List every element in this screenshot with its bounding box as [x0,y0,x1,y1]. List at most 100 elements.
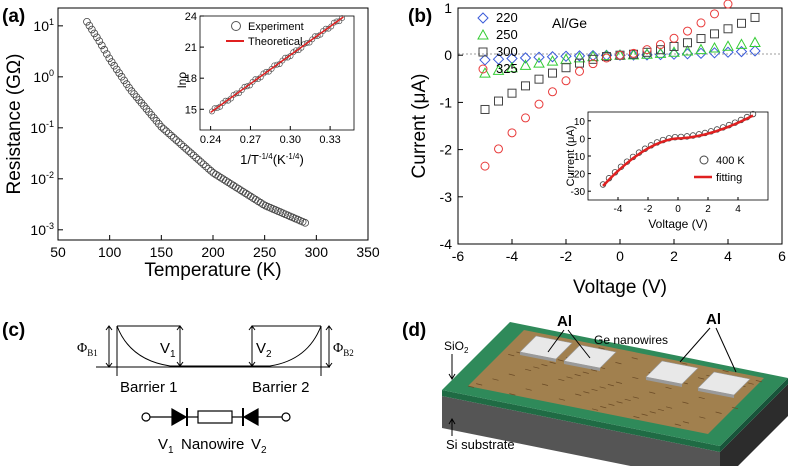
panel-a-y-tick-label: 10-1 [30,119,54,136]
al-left-label: Al [557,313,572,330]
al-right-pointer-2 [715,327,737,373]
si-substrate-front [442,396,720,466]
panel-b-series-250-point [546,55,559,66]
panel-b-series-250-point [506,61,518,73]
panel-b-series-250-point [654,47,667,58]
panel-a-legend-theoretical: Theoretical [248,36,302,48]
panel-a-data-point [145,108,153,116]
nanowire-strand [682,401,689,404]
al-pad-top [519,335,573,360]
sio2-label: SiO2 [444,339,469,355]
panel-c-label: (c) [2,320,25,341]
panel-b-y-ticks: 1 0 -1 -2 -3 -4 [440,0,463,252]
nanowire-strand [525,368,532,372]
panel-a-inset-data-point [293,47,299,54]
panel-a-y-tick-label: 101 [33,17,54,34]
nanowire-strand [607,384,614,387]
panel-a-data-point [182,145,190,153]
nanowire-strand [599,386,606,389]
panel-b-series-220-point [654,48,667,61]
panel-b-inset-data-point [749,110,757,118]
panel-b-data-points [479,0,761,171]
nanowire-strand [722,370,729,373]
si-substrate-side [720,384,788,466]
panel-b-series-300-point [548,68,557,78]
panel-b-series-220-point [533,51,545,63]
panel-b-series-250-point [533,57,545,68]
panel-b-x-tick-label: -6 [452,248,465,264]
panel-b-series-220-point [546,51,559,63]
panel-a-data-point [100,45,109,54]
panel-b-legend-220: 220 [496,10,518,25]
nanowire-strand [508,373,515,376]
panel-a-data-point [155,120,163,128]
panel-a-inset-y-tick-label: 21 [185,42,197,54]
panel-b-series-220-point [560,50,572,62]
panel-b-series-325-point [494,144,503,154]
panel-b-series-325-point [507,128,517,138]
panel-b-legend-400k: 400 K [716,155,745,167]
nanowire-strand [574,374,581,377]
panel-a-data-point [301,219,309,227]
panel-b-inset-x-tick-label: 0 [675,204,681,215]
panel-b-series-250-point [573,51,586,63]
panel-b-y-tick-label: 1 [444,0,452,16]
panel-a-data-points [83,17,309,227]
panel-a-data-point [246,192,255,201]
nanowire-strand [615,362,622,365]
panel-b-series-325-point [480,161,490,171]
panel-b-series-325-point [696,18,706,28]
panel-a: (a) 50 100 150 200 250 300 350 10110010-110-21… [2,6,380,281]
panel-a-data-point [179,142,188,151]
nanowire-strand [665,386,672,390]
panel-a-x-tick-label: 200 [201,244,225,260]
panel-a-data-point [162,127,171,136]
panel-b-series-220-point [695,47,707,60]
panel-b-series-300-point [521,81,530,91]
al-pads [519,335,751,398]
panel-a-x-ticks: 50 100 150 200 250 300 350 [50,235,380,260]
panel-a-inset-data-point [274,61,280,68]
left-terminal [141,412,151,422]
band-diagram [96,325,333,376]
panel-a-inset-data-point [314,32,321,39]
panel-b-series-300-point [683,38,692,48]
panel-a-data-point [135,96,143,104]
panel-a-inset-theory-line [210,16,344,113]
nanowire-strand [608,403,615,406]
panel-a-label: (a) [2,6,25,27]
panel-a-data-point [187,149,195,158]
panel-b-legend-325-marker [478,64,488,74]
panel-a-y-tick-label: 10-2 [30,170,54,187]
panel-b-series-220-point [708,47,721,59]
panel-b-label: (b) [408,6,432,27]
nanowire-strand [665,406,673,409]
panel-a-data-point [130,90,138,98]
si-substrate-pointer-head [448,418,456,425]
nanowire-strand [583,391,590,394]
al-pad-top [563,344,617,369]
panel-a-x-tick-label: 100 [98,244,122,260]
v1-label: V1 [160,340,176,360]
panel-a-inset-x-tick-label: 0.24 [200,134,221,146]
panel-b-series-220-point [492,53,505,65]
panel-a-data-point [214,172,223,180]
panel-b-series-325-point [602,53,611,63]
nanowire-strand [649,411,656,414]
panel-d: (d) Al Al Ge nanowires SiO2 Si substrate [402,311,788,466]
panel-a-inset-data-point [333,18,340,25]
panel-b-series-300-point [737,18,746,28]
panel-b-series-220-point [641,49,653,61]
panel-b-series-220-point [519,52,532,64]
panel-b-y-tick-label: -1 [440,94,453,110]
panel-b-series-325-point [629,48,638,58]
nanowire-strand [558,378,565,382]
v2-arrowheads [248,325,256,367]
nanowire-strand [632,396,639,399]
panel-b-inset-x-tick-label: -2 [644,204,653,215]
panel-a-data-point [204,164,213,173]
panel-b-inset-frame [587,111,769,201]
al-pad-top [697,371,751,396]
nanowire-strand [549,361,556,364]
panel-b-y-axis-label: Current (μA) [409,74,430,179]
